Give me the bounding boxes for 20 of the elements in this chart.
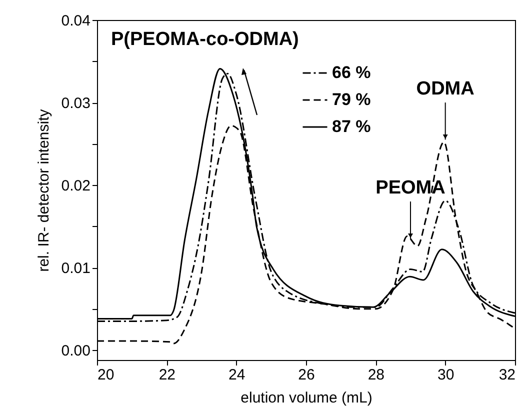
legend-label: 66 % (332, 63, 371, 82)
x-tick-label: 22 (158, 366, 176, 384)
x-tick-label: 28 (368, 366, 385, 384)
y-tick-label: 0.00 (61, 342, 90, 360)
x-axis-title: elution volume (mL) (240, 390, 372, 406)
y-axis-title: rel. IR- detector intensity (35, 108, 52, 272)
x-tick-label: 24 (228, 366, 246, 384)
y-tick-label: 0.03 (61, 95, 90, 112)
chart-title: P(PEOMA-co-ODMA) (111, 29, 299, 50)
y-tick-label: 0.04 (61, 12, 90, 30)
x-tick-label: 32 (498, 366, 516, 384)
x-tick-label: 30 (437, 366, 454, 384)
y-tick-label: 0.01 (61, 260, 90, 278)
annotation: ODMA (416, 78, 475, 100)
annotation: PEOMA (376, 178, 446, 199)
y-tick-label: 0.02 (61, 178, 90, 195)
x-tick-label: 20 (98, 366, 114, 384)
legend-label: 87 % (332, 117, 371, 136)
x-tick-label: 26 (298, 366, 315, 384)
legend-label: 79 % (332, 90, 371, 109)
